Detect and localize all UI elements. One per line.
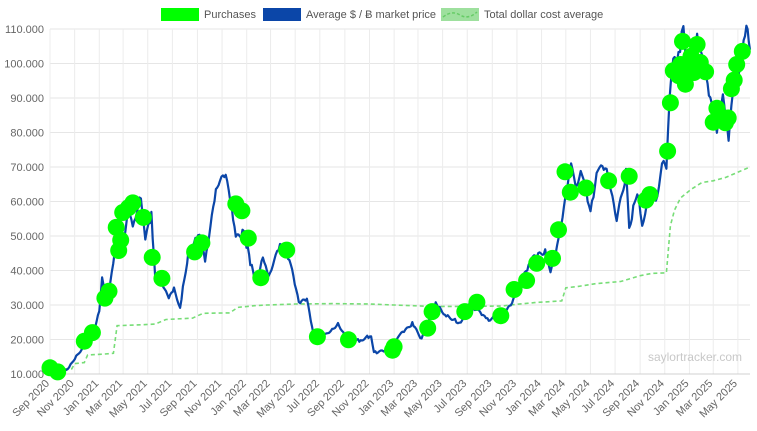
purchase-point[interactable] (659, 142, 677, 160)
purchase-point[interactable] (505, 281, 523, 298)
grid-lines (49, 28, 750, 375)
purchase-point[interactable] (550, 221, 567, 239)
purchase-point[interactable] (100, 282, 118, 300)
y-tick-label: 80.000 (10, 128, 44, 140)
legend-label-dca: Total dollar cost average (484, 9, 603, 21)
purchase-point[interactable] (468, 293, 486, 311)
purchase-point[interactable] (697, 63, 715, 81)
legend-swatch-purchases (161, 8, 199, 21)
y-tick-label: 100.000 (4, 59, 44, 71)
purchase-point[interactable] (239, 229, 257, 247)
y-tick-label: 30.000 (10, 300, 44, 312)
purchase-point[interactable] (193, 234, 211, 252)
legend-swatch-dca (441, 8, 479, 21)
purchase-point[interactable] (733, 42, 751, 60)
purchase-point[interactable] (492, 307, 510, 325)
purchase-point[interactable] (728, 56, 746, 73)
y-tick-label: 70.000 (10, 162, 44, 174)
y-tick-label: 60.000 (10, 197, 44, 209)
purchase-point[interactable] (49, 363, 67, 381)
market-price-line (49, 24, 752, 373)
purchase-point[interactable] (528, 254, 546, 272)
purchase-point[interactable] (340, 331, 357, 349)
y-tick-label: 50.000 (10, 231, 44, 243)
legend: Purchases Average $ / Ƀ market price Tot… (161, 8, 603, 21)
purchase-point[interactable] (544, 249, 561, 267)
purchase-point[interactable] (661, 94, 679, 112)
purchase-point[interactable] (308, 328, 326, 346)
purchase-point[interactable] (278, 241, 296, 259)
legend-label-purchases: Purchases (204, 9, 256, 21)
legend-swatch-dca-dash (442, 11, 478, 18)
purchase-point[interactable] (83, 324, 101, 342)
purchase-point[interactable] (143, 248, 161, 266)
purchase-point[interactable] (233, 202, 251, 220)
legend-item-purchases[interactable]: Purchases (161, 8, 256, 21)
purchase-point[interactable] (725, 71, 743, 89)
dca-line (50, 166, 751, 370)
y-tick-label: 10.000 (10, 369, 44, 381)
purchase-point[interactable] (688, 36, 706, 53)
y-tick-label: 20.000 (10, 335, 44, 347)
purchase-point[interactable] (518, 272, 536, 289)
purchase-point[interactable] (419, 319, 437, 337)
y-tick-label: 90.000 (10, 93, 44, 105)
purchase-point[interactable] (719, 109, 737, 127)
purchases-series (41, 32, 751, 381)
purchase-point[interactable] (456, 303, 474, 321)
purchase-point[interactable] (641, 186, 659, 204)
legend-item-market-price[interactable]: Average $ / Ƀ market price (263, 8, 436, 21)
legend-item-dca[interactable]: Total dollar cost average (441, 8, 603, 21)
purchase-point[interactable] (112, 231, 130, 249)
market-price-series (49, 24, 752, 373)
dca-series (50, 166, 751, 370)
purchase-point[interactable] (134, 208, 152, 226)
purchase-point[interactable] (577, 179, 595, 197)
purchase-point[interactable] (600, 172, 618, 190)
purchase-point[interactable] (674, 32, 691, 50)
purchase-point[interactable] (620, 167, 638, 185)
purchase-point[interactable] (561, 183, 579, 201)
purchase-point[interactable] (153, 269, 171, 287)
purchase-point[interactable] (124, 194, 142, 212)
purchase-point[interactable] (676, 75, 694, 93)
y-axis: 10.000 20.000 30.000 40.000 50.000 60.000 70.0… (4, 24, 44, 381)
purchase-point[interactable] (423, 303, 441, 321)
purchase-point[interactable] (556, 163, 574, 181)
purchase-point[interactable] (385, 338, 403, 356)
purchase-point[interactable] (252, 269, 270, 287)
y-tick-label: 40.000 (10, 266, 44, 278)
y-tick-label: 110.000 (5, 24, 44, 36)
legend-label-market-price: Average $ / Ƀ market price (306, 9, 436, 21)
legend-swatch-market-price (263, 8, 301, 21)
watermark: saylortracker.com (648, 350, 742, 364)
